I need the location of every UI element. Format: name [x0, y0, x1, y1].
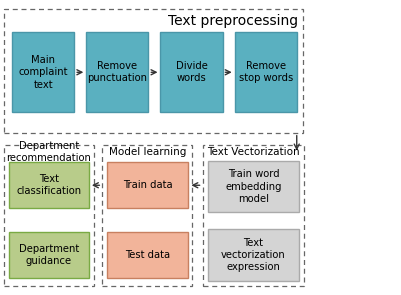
Bar [12, 32, 74, 112]
Bar [9, 162, 89, 208]
Bar [107, 232, 188, 278]
Text: Department
recommendation: Department recommendation [6, 141, 91, 163]
Bar [208, 161, 299, 212]
Text: Remove
punctuation: Remove punctuation [87, 61, 147, 83]
Bar [102, 145, 192, 286]
Text: Text preprocessing: Text preprocessing [168, 14, 298, 28]
Bar [9, 232, 89, 278]
Text: Train data: Train data [123, 180, 172, 190]
Text: Test data: Test data [125, 250, 170, 260]
Bar [208, 229, 299, 281]
Text: Text
vectorization
expression: Text vectorization expression [221, 238, 286, 272]
Text: Department
guidance: Department guidance [19, 244, 79, 266]
Bar [107, 162, 188, 208]
Text: Main
complaint
text: Main complaint text [18, 55, 68, 90]
Text: Remove
stop words: Remove stop words [239, 61, 293, 83]
Text: Text Vectorization: Text Vectorization [207, 147, 299, 157]
Text: Train word
embedding
model: Train word embedding model [225, 169, 282, 204]
Bar [4, 145, 94, 286]
Bar [160, 32, 223, 112]
Bar [86, 32, 148, 112]
Bar [203, 145, 304, 286]
Bar [235, 32, 297, 112]
Bar [4, 9, 303, 133]
Text: Divide
words: Divide words [176, 61, 207, 83]
Text: Text
classification: Text classification [16, 174, 81, 196]
Text: Model learning: Model learning [109, 147, 186, 157]
